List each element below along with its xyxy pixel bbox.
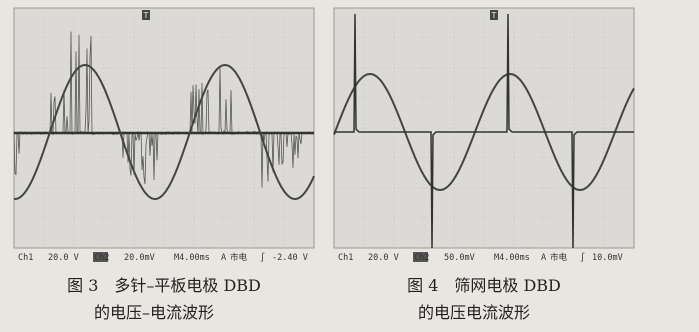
status-text: -2.40 V bbox=[272, 253, 308, 263]
status-text: A bbox=[221, 253, 226, 263]
status-text: 市电 bbox=[230, 252, 248, 263]
status-text: Ch2 bbox=[414, 253, 429, 263]
status-text: ∫ bbox=[580, 252, 585, 263]
status-text: Ch1 bbox=[18, 253, 33, 263]
caption: 的电压电流波形 bbox=[418, 303, 530, 322]
status-text: 20.0 V bbox=[48, 253, 79, 263]
scope-screen: T bbox=[14, 8, 314, 248]
status-text: A bbox=[541, 253, 546, 263]
status-text: 20.0 V bbox=[368, 253, 399, 263]
status-text: M4.00ms bbox=[494, 253, 530, 263]
caption: 图 4 筛网电极 DBD bbox=[407, 276, 561, 295]
status-text: 50.0mV bbox=[444, 253, 475, 263]
caption: 图 3 多针–平板电极 DBD bbox=[67, 276, 261, 295]
status-text: 市电 bbox=[550, 252, 568, 263]
trigger-marker: T bbox=[143, 11, 149, 20]
trigger-marker: T bbox=[491, 11, 497, 20]
status-text: Ch1 bbox=[338, 253, 353, 263]
figure: T Ch1 20.0 V Ch2 20.0mV M4.00ms A 市电 ∫ -2.40 V 图 3… bbox=[0, 0, 699, 332]
scope-screen: T bbox=[334, 8, 634, 248]
status-text: M4.00ms bbox=[174, 253, 210, 263]
status-text: Ch2 bbox=[94, 253, 109, 263]
status-text: 10.0mV bbox=[592, 253, 623, 263]
status-text: ∫ bbox=[260, 252, 265, 263]
status-text: 20.0mV bbox=[124, 253, 155, 263]
caption: 的电压–电流波形 bbox=[94, 303, 214, 322]
